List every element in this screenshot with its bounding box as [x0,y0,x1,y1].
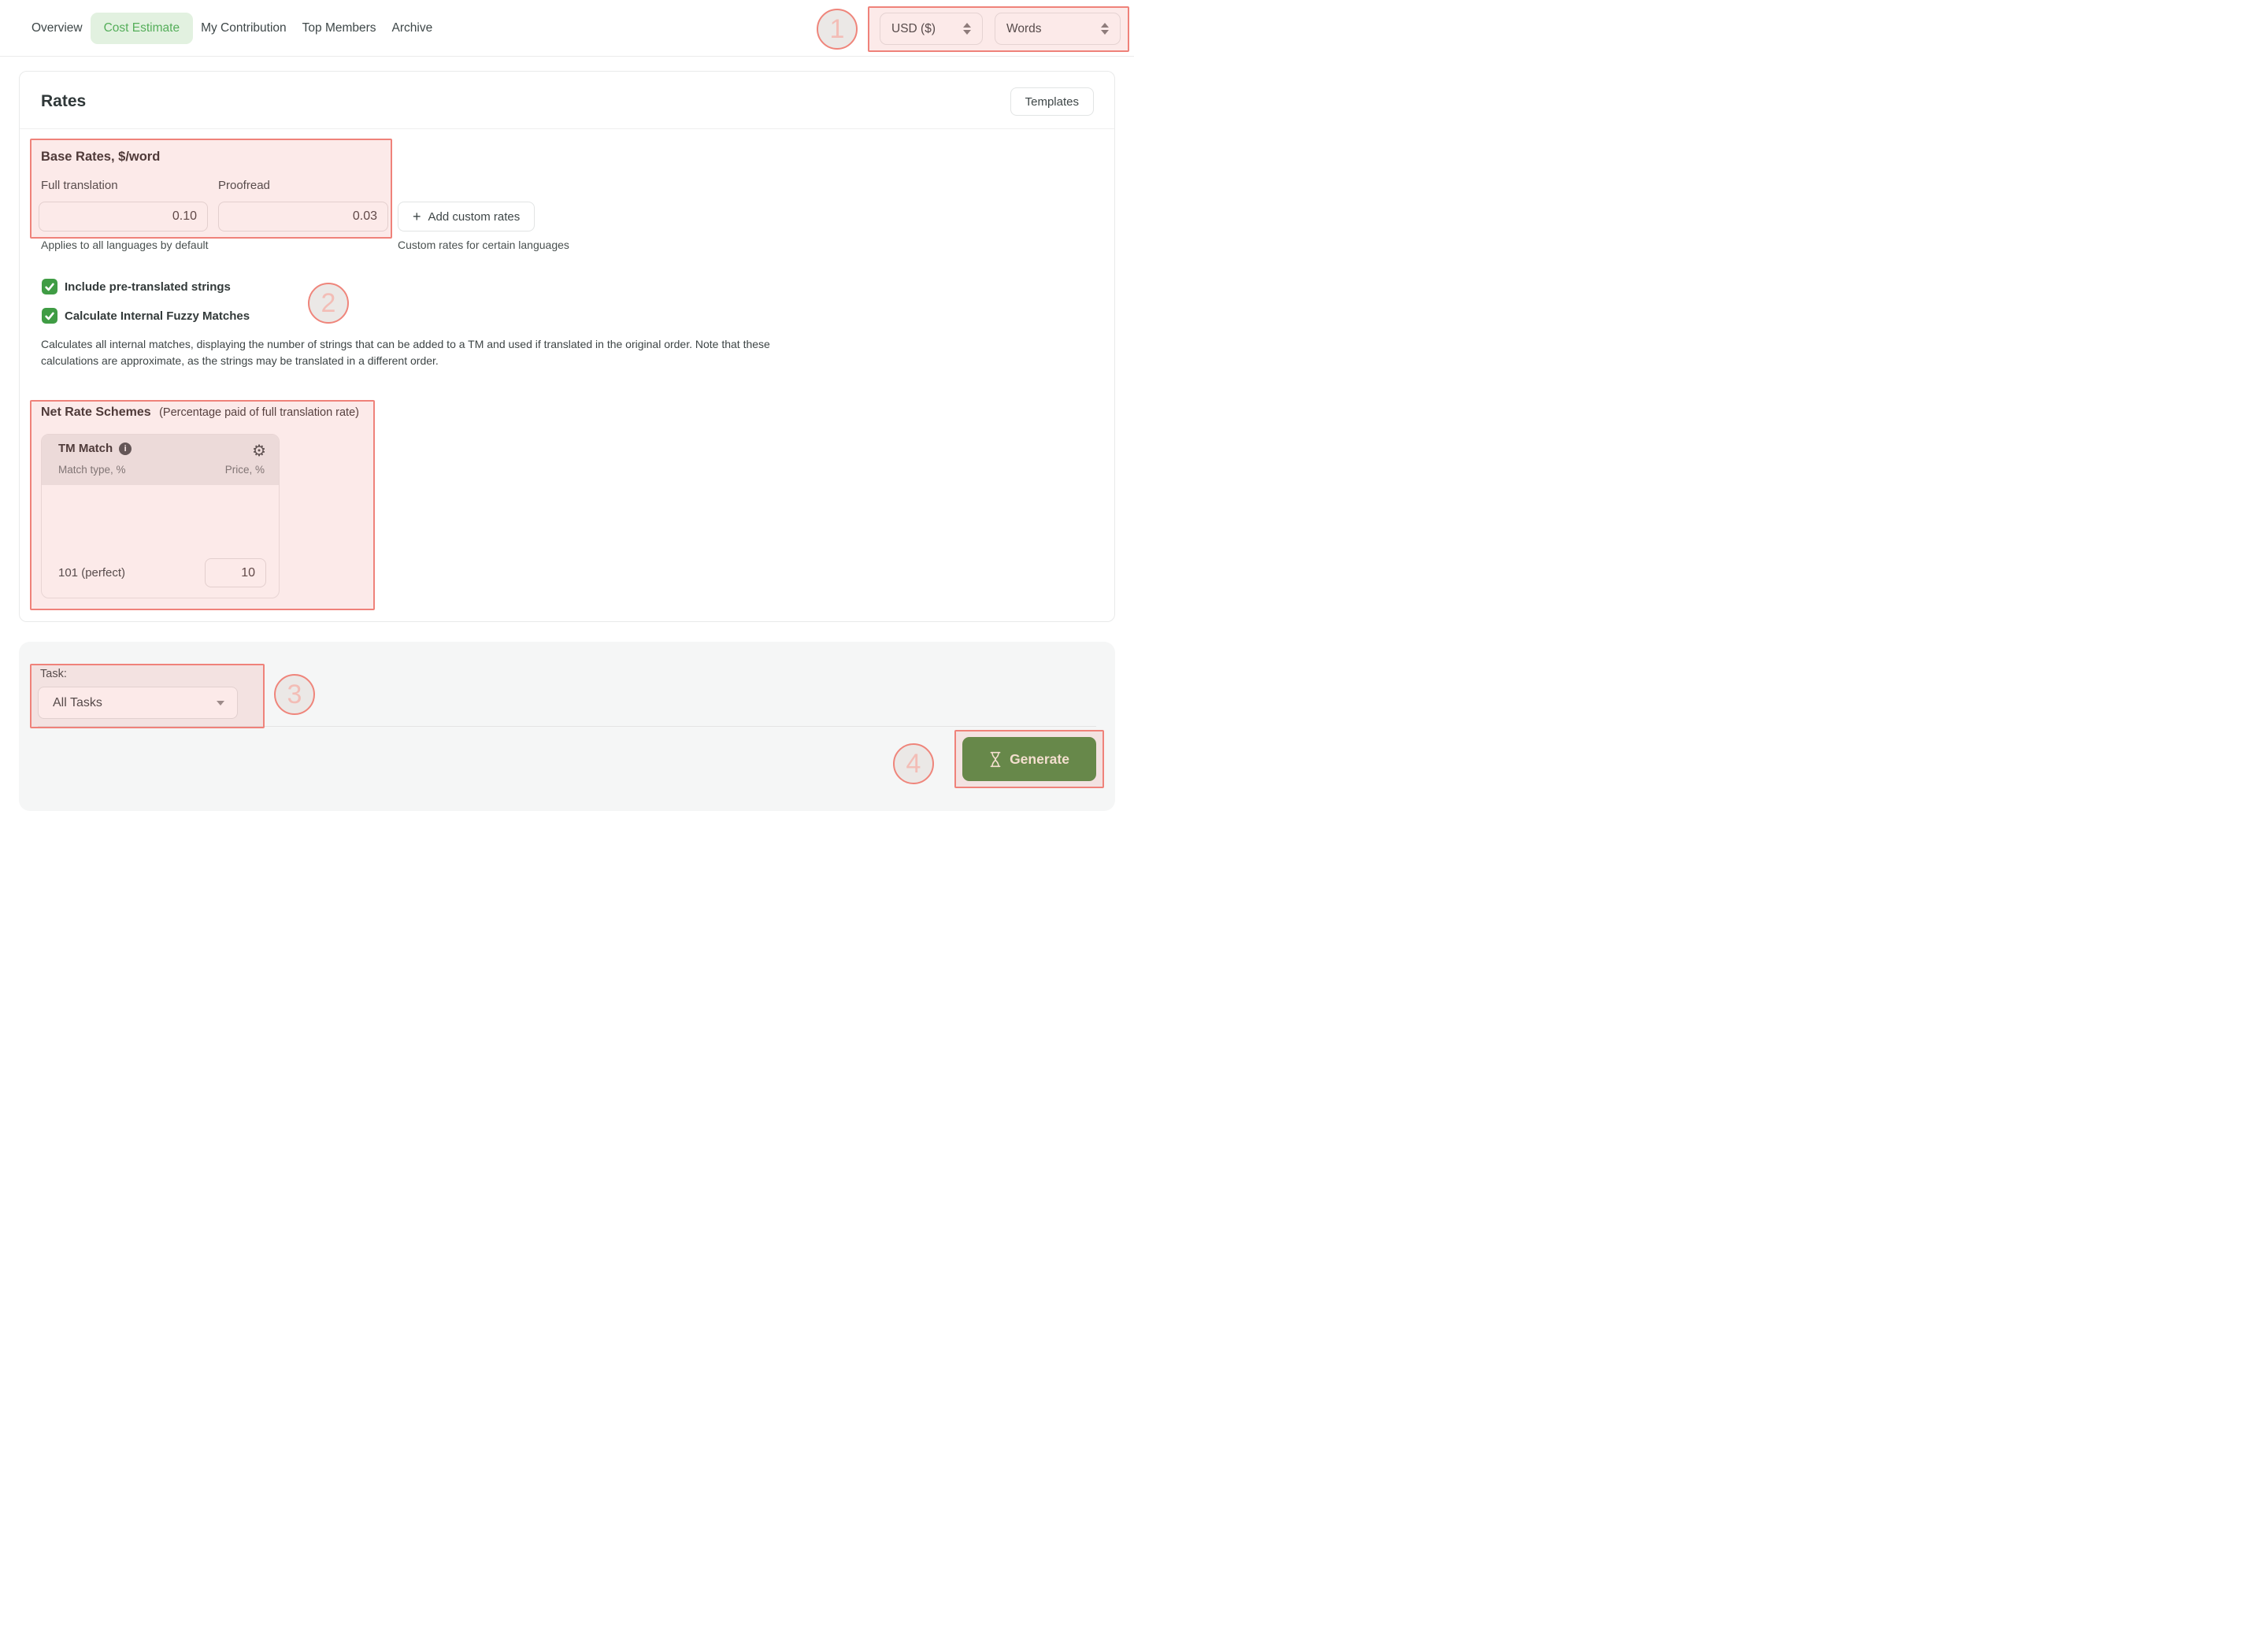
full-translation-label: Full translation [41,179,118,192]
net-rate-schemes-subtitle: (Percentage paid of full translation rat… [159,406,359,419]
chevron-down-icon [217,700,224,706]
currency-select[interactable]: USD ($) [880,13,983,45]
generate-panel: Task: All Tasks Generate [19,642,1115,811]
net-rate-schemes-title: Net Rate Schemes (Percentage paid of ful… [41,406,359,420]
task-label: Task: [40,668,67,680]
updown-arrows-icon [963,23,971,35]
card-header-divider [20,128,1114,129]
rates-title: Rates [41,92,87,110]
base-rates-heading: Base Rates, $/word [41,150,161,164]
tm-match-header: TM Match i ⚙ Match type, % Price, % [42,435,279,485]
rates-card: Rates Templates Base Rates, $/word Full … [19,71,1115,622]
include-pretranslated-label: Include pre-translated strings [65,280,231,294]
full-translation-input[interactable]: 0.10 [39,202,208,231]
tab-bar: Overview Cost Estimate My Contribution T… [24,0,440,57]
tm-match-card: TM Match i ⚙ Match type, % Price, % 101 … [41,434,280,598]
hourglass-icon [990,751,1001,767]
include-pretranslated-checkbox-row[interactable]: Include pre-translated strings [42,279,231,294]
panel-divider [38,726,1096,727]
tab-archive[interactable]: Archive [391,21,433,35]
checkbox-checked-icon[interactable] [42,279,57,294]
generate-button[interactable]: Generate [962,737,1096,781]
units-select[interactable]: Words [995,13,1121,45]
net-rate-schemes-heading: Net Rate Schemes [41,406,151,419]
updown-arrows-icon [1101,23,1109,35]
task-select[interactable]: All Tasks [38,687,238,719]
tm-row-price-input[interactable]: 10 [205,558,266,587]
info-icon[interactable]: i [119,442,132,455]
calculate-fuzzy-label: Calculate Internal Fuzzy Matches [65,309,250,323]
gear-icon[interactable]: ⚙ [252,441,266,460]
fuzzy-matches-note: Calculates all internal matches, display… [41,338,770,367]
tab-overview[interactable]: Overview [32,21,83,35]
templates-button[interactable]: Templates [1010,87,1094,116]
tab-top-members[interactable]: Top Members [302,21,376,35]
tm-match-title: TM Match [58,442,113,455]
proofread-input[interactable]: 0.03 [218,202,388,231]
tm-row-label: 101 (perfect) [58,566,126,580]
base-rates-helper: Applies to all languages by default [41,239,209,251]
plus-icon: + [413,208,421,224]
proofread-label: Proofread [218,179,270,192]
match-type-column-header: Match type, % [58,464,126,476]
tab-cost-estimate[interactable]: Cost Estimate [90,13,194,44]
checkbox-checked-icon[interactable] [42,308,57,324]
price-column-header: Price, % [224,464,265,476]
custom-rates-helper: Custom rates for certain languages [398,239,569,251]
calculate-fuzzy-checkbox-row[interactable]: Calculate Internal Fuzzy Matches [42,308,250,324]
generate-button-label: Generate [1010,750,1069,767]
tab-my-contribution[interactable]: My Contribution [201,21,287,35]
units-select-value: Words [1006,21,1042,35]
add-custom-rates-label: Add custom rates [428,209,521,224]
header: Overview Cost Estimate My Contribution T… [0,0,1134,57]
currency-select-value: USD ($) [891,21,936,35]
task-select-value: All Tasks [53,695,102,709]
cost-estimate-page: Overview Cost Estimate My Contribution T… [0,0,1134,819]
add-custom-rates-button[interactable]: + Add custom rates [398,202,536,231]
